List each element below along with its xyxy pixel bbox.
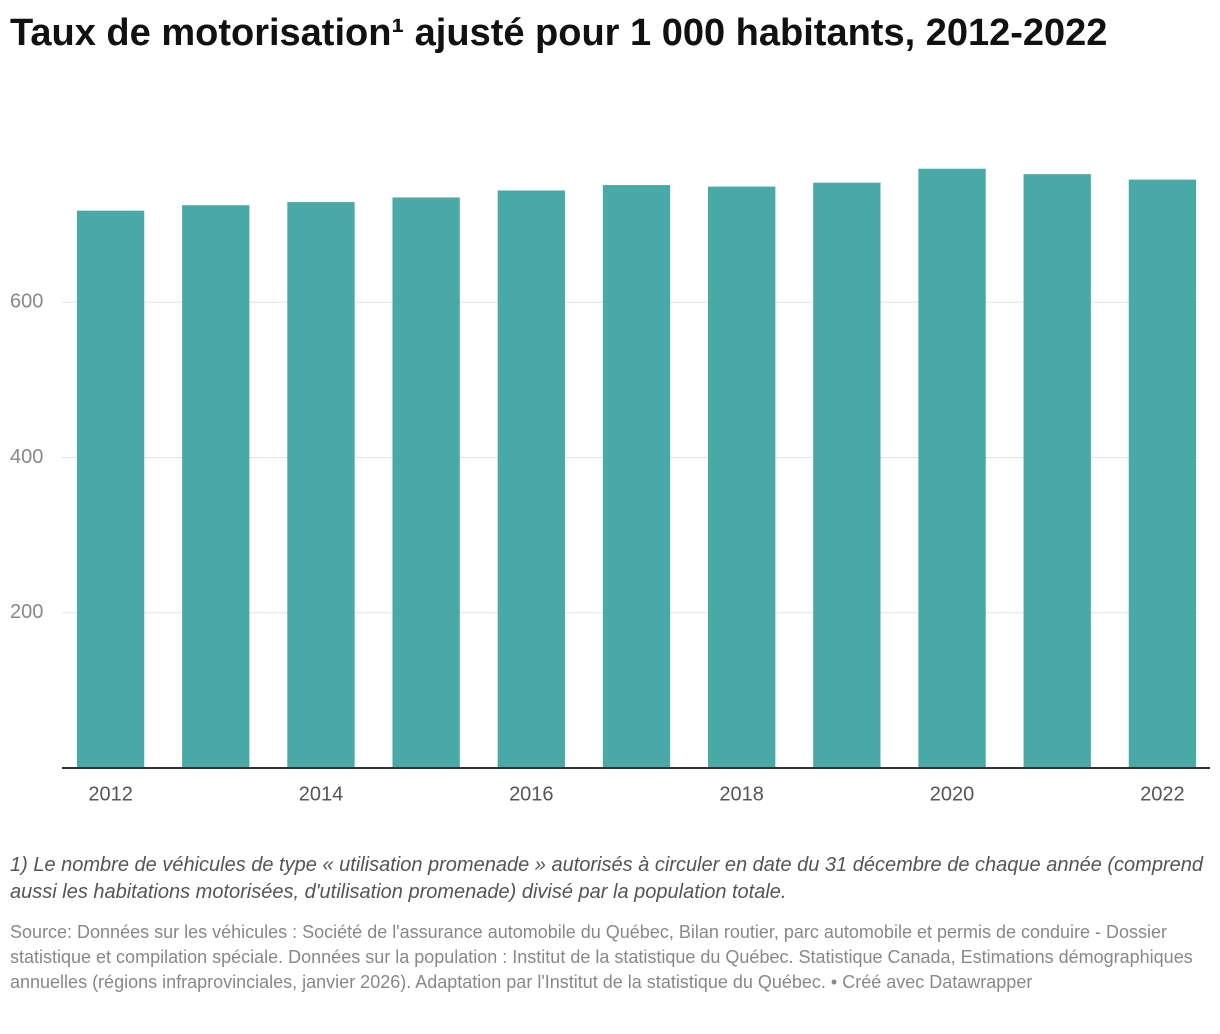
bar — [182, 205, 250, 768]
y-tick-label: 200 — [10, 601, 43, 623]
x-tick-label: 2012 — [88, 783, 133, 805]
bar — [76, 210, 145, 769]
bar — [708, 186, 776, 768]
x-tick-label: 2020 — [930, 783, 975, 805]
y-tick-label: 400 — [10, 446, 43, 468]
y-tick-label: 600 — [10, 291, 43, 313]
bar — [497, 190, 565, 769]
bar — [287, 202, 355, 768]
x-tick-label: 2018 — [719, 783, 764, 805]
bar — [918, 168, 986, 769]
chart-title: Taux de motorisation¹ ajusté pour 1 000 … — [10, 12, 1108, 54]
bar — [1128, 179, 1197, 769]
x-tick-label: 2022 — [1140, 783, 1185, 805]
bar — [1023, 174, 1091, 768]
x-tick-label: 2014 — [299, 783, 344, 805]
x-tick-label: 2016 — [509, 783, 554, 805]
chart: 200 400 600 2012 2014 2016 2018 2020 2022 — [10, 168, 1210, 805]
bar — [392, 197, 460, 769]
footnote: 1) Le nombre de véhicules de type « util… — [10, 854, 1203, 903]
bar — [602, 185, 671, 768]
bar — [813, 182, 881, 768]
source: Source: Données sur les véhicules : Soci… — [10, 922, 1193, 992]
